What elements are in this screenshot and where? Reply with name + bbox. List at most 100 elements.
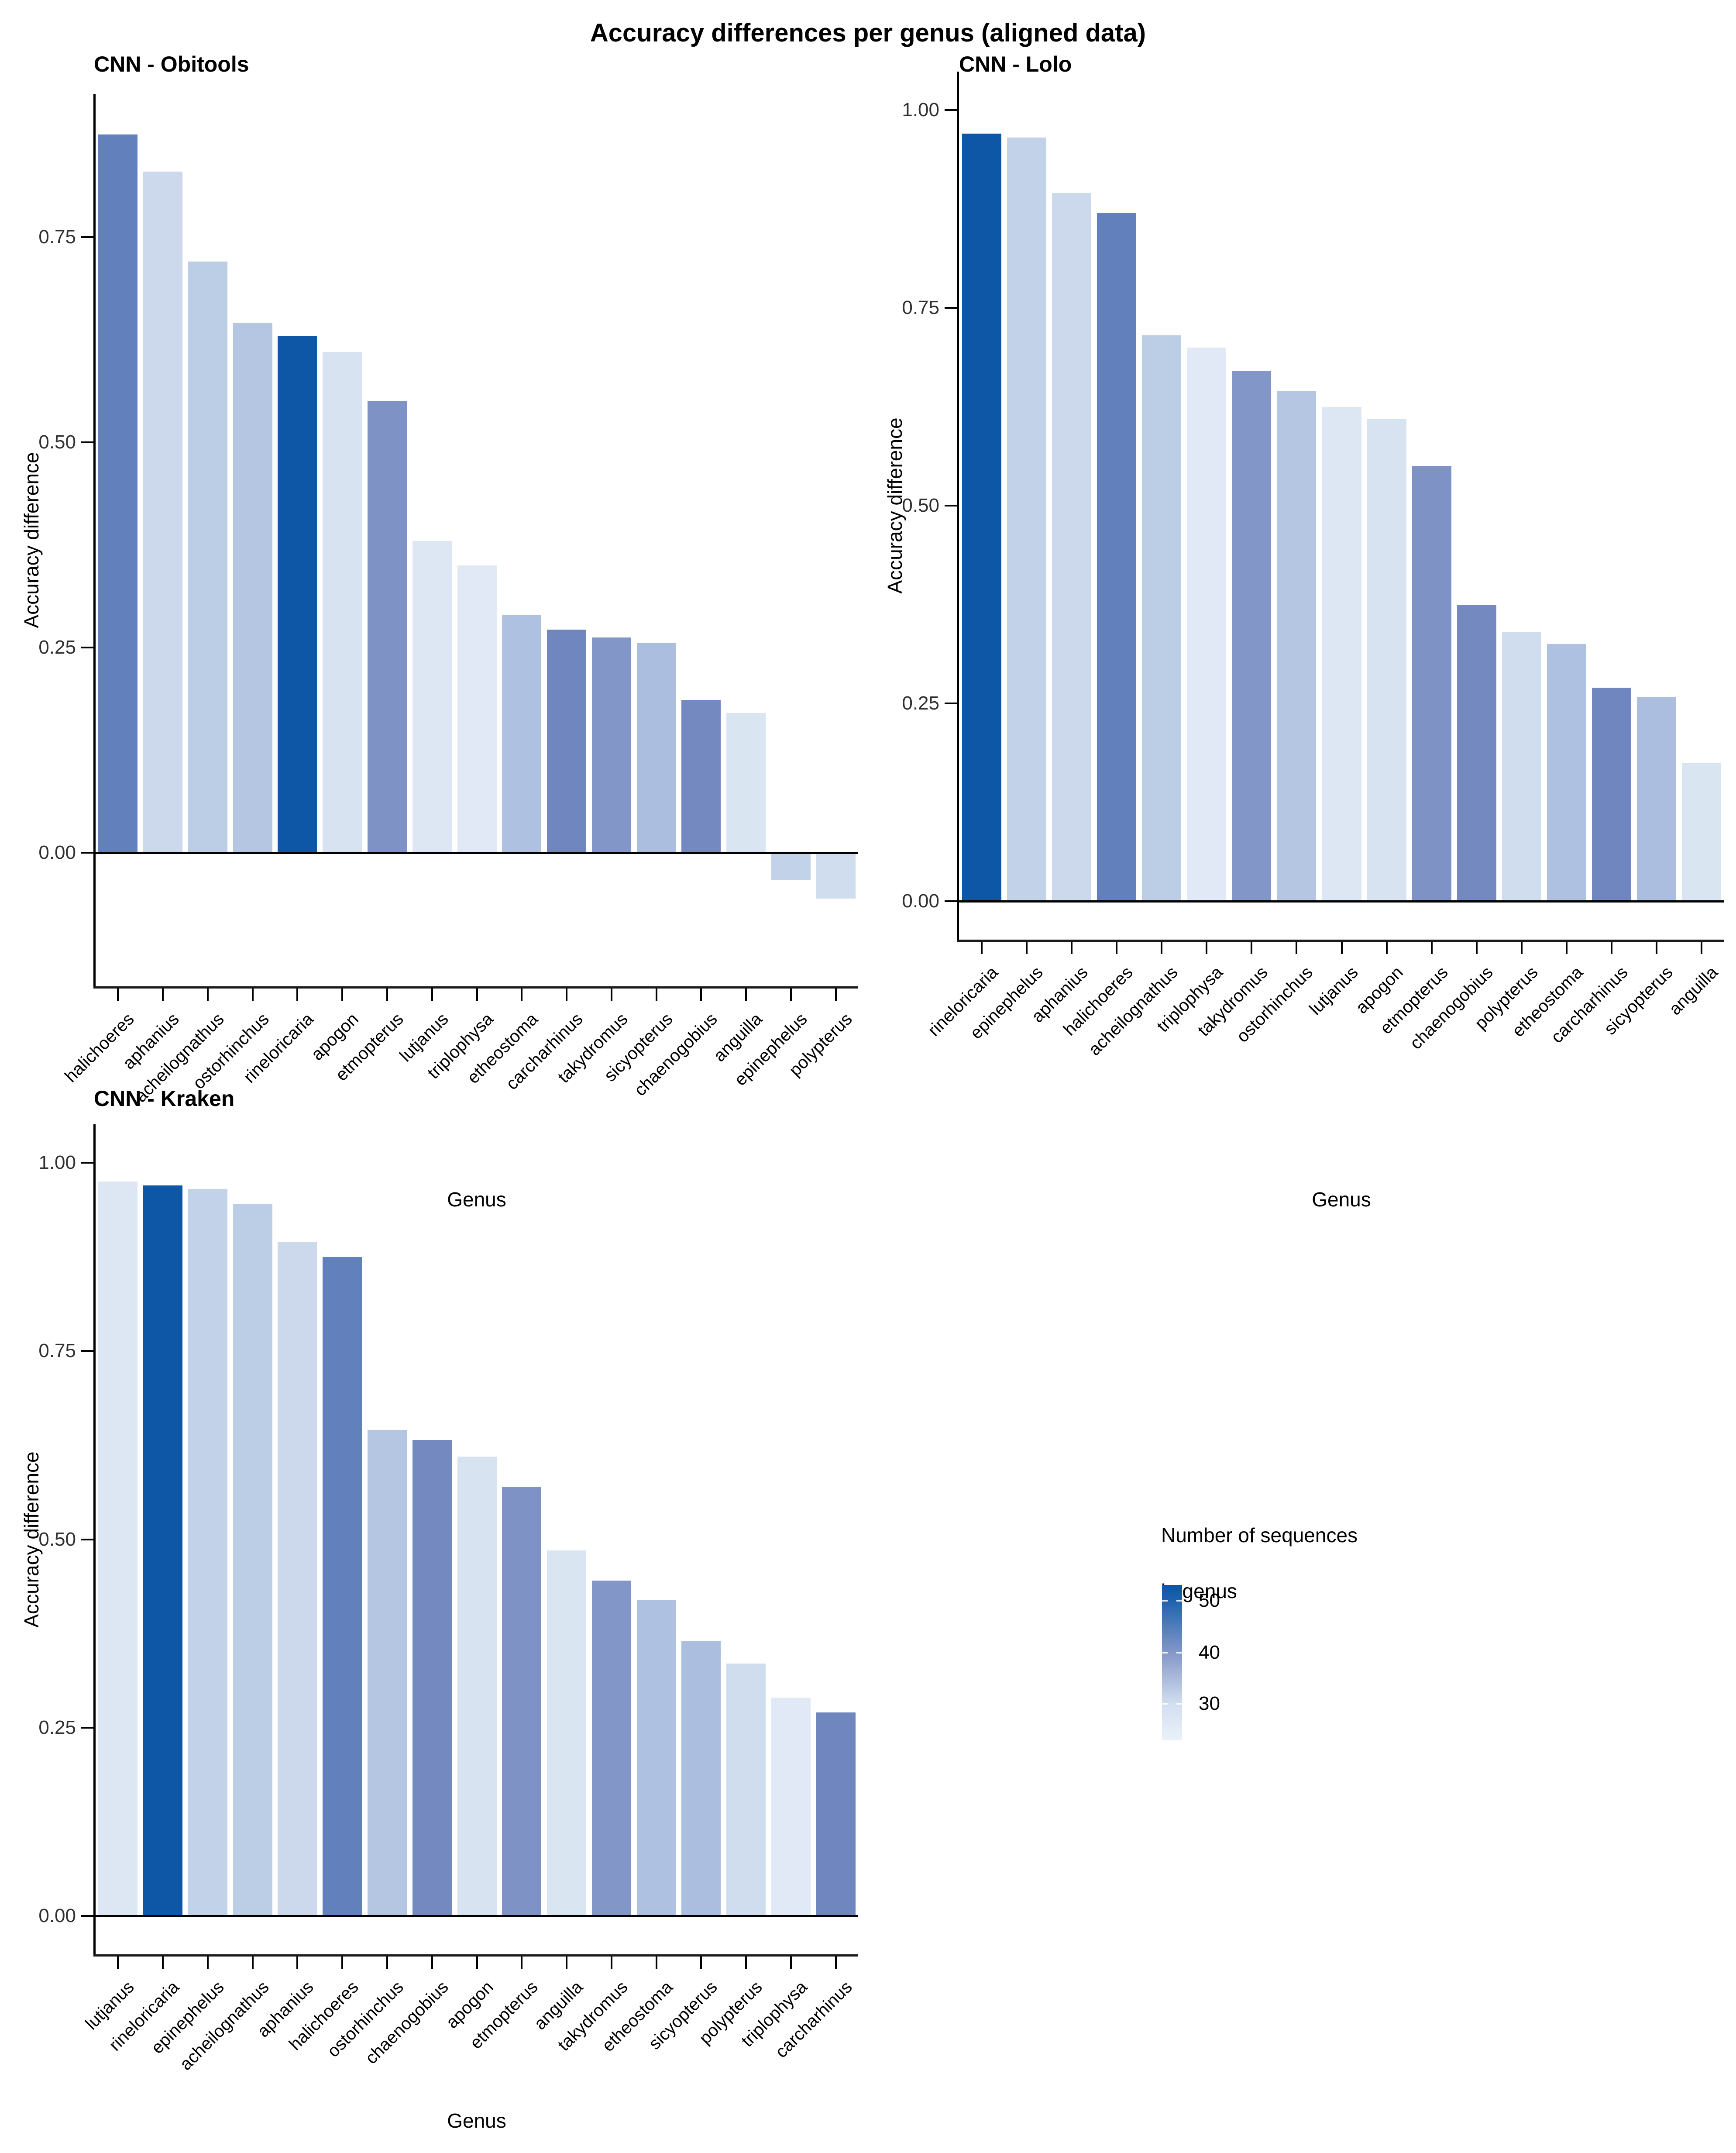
x-tick [206,989,209,1001]
x-tick [341,989,344,1001]
x-tick [341,1957,344,1969]
x-tick [296,1957,299,1969]
bar-carcharhinus [547,629,587,853]
bar-etmopterus [502,1486,542,1916]
bar-carcharhinus [1592,687,1632,901]
x-tick [117,1957,119,1969]
bar-takydromus [1232,371,1272,901]
bar-acheilognathus [188,262,227,853]
x-tick [521,1957,523,1969]
bar-apogon [1367,418,1406,901]
y-tick [81,1726,93,1729]
zero-line [93,1915,858,1917]
bar-triplophysa [1187,347,1227,901]
x-tick [1611,942,1613,954]
colorbar-tick [1176,1651,1182,1654]
y-tick [81,1350,93,1352]
x-tick [566,1957,568,1969]
bar-triplophysa [457,565,497,853]
x-tick [1475,942,1478,954]
x-tick [386,1957,388,1969]
x-tick [1025,942,1028,954]
x-tick [206,1957,209,1969]
y-tick-label: 0.25 [38,637,76,658]
x-tick [566,989,568,1001]
bar-halichoeres [323,1257,362,1916]
bar-takydromus [591,637,631,853]
x-tick [1566,942,1568,954]
bar-epinephelus [1007,138,1046,901]
x-tick [117,989,119,1001]
bar-apogon [323,352,362,853]
x-tick [1251,942,1253,954]
y-tick-label: 0.25 [902,692,939,714]
x-tick [476,1957,478,1969]
y-axis-title: Accuracy difference [883,417,906,594]
panel-title-cnn-lolo: CNN - Lolo [959,52,1072,76]
bar-takydromus [591,1581,631,1916]
y-tick-label: 0.50 [902,495,939,516]
colorbar-tick [1176,1703,1182,1705]
bar-polypterus [726,1664,766,1916]
y-tick [81,236,93,238]
legend-tick-label-30: 30 [1199,1693,1220,1715]
bar-epinephelus [188,1189,227,1916]
x-tick [1656,942,1658,954]
zero-line [957,900,1724,903]
bar-ostorhinchus [233,323,272,853]
bar-aphanius [1052,193,1091,901]
y-axis-title: Accuracy difference [20,452,43,628]
bar-ostorhinchus [367,1430,407,1916]
legend-title: Number of sequences in genus [1161,1493,1358,1605]
x-tick [1341,942,1343,954]
x-tick [610,989,612,1001]
bar-sicyopterus [681,1641,721,1916]
x-tick [745,989,747,1001]
x-tick [980,942,983,954]
bar-halichoeres [98,134,138,853]
y-axis-line [93,94,96,986]
zero-line [93,852,858,854]
x-tick [162,989,164,1001]
bar-acheilognathus [1142,335,1182,901]
legend-tick-label-50: 50 [1199,1589,1220,1611]
x-tick [1520,942,1523,954]
legend-colorbar [1162,1585,1182,1740]
x-tick [745,1957,747,1969]
x-tick [386,989,388,1001]
x-tick [790,989,792,1001]
y-tick-label: 0.00 [902,890,939,912]
bar-etmopterus [1412,466,1451,901]
bar-ostorhinchus [1277,391,1317,901]
bar-etmopterus [367,401,407,853]
bar-etheostoma [1547,644,1587,901]
colorbar-tick [1162,1703,1168,1705]
bar-anguilla [547,1550,587,1916]
colorbar-tick [1162,1599,1168,1602]
bar-aphanius [143,171,183,853]
x-tick [655,989,657,1001]
x-tick [700,989,702,1001]
bar-rineloricaria [962,134,1001,901]
legend-title-line1: Number of sequences [1161,1524,1358,1547]
bar-halichoeres [1097,213,1136,901]
y-tick-label: 1.00 [38,1152,76,1173]
x-tick [521,989,523,1001]
y-tick [945,307,957,309]
x-axis-line [93,986,858,989]
x-tick [1070,942,1073,954]
x-tick [1296,942,1298,954]
x-tick [835,1957,837,1969]
y-tick [81,441,93,443]
y-tick [945,505,957,506]
bar-polypterus [1502,632,1541,901]
bar-epinephelus [771,853,811,880]
x-axis-line [93,1954,858,1957]
x-tick [251,989,254,1001]
y-tick-label: 0.00 [38,842,76,863]
x-tick [431,1957,433,1969]
legend-tick-label-40: 40 [1199,1641,1220,1663]
legend-title-line2: in genus [1161,1580,1237,1602]
x-tick [1385,942,1388,954]
y-tick [81,852,93,854]
